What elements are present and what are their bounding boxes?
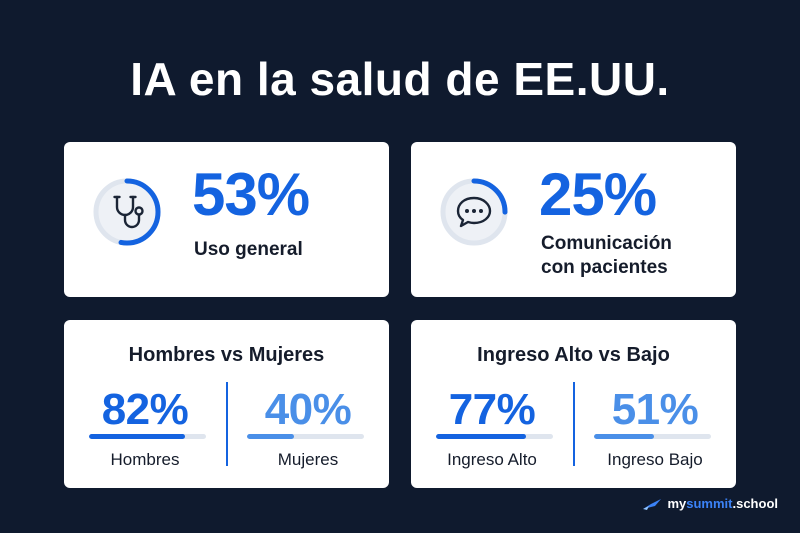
progress-bar	[594, 434, 711, 439]
progress-fill	[247, 434, 294, 439]
stethoscope-icon	[113, 195, 144, 229]
divider	[226, 382, 228, 466]
page-title: IA en la salud de EE.UU.	[130, 53, 670, 105]
comparison-value: 77%	[448, 385, 536, 434]
progress-fill	[89, 434, 185, 439]
progress-bar	[247, 434, 364, 439]
brand-part: my	[667, 496, 687, 511]
comparison-label: Hombres	[110, 450, 180, 469]
comparison-right: 51% Ingreso Bajo	[574, 382, 736, 477]
comparison-title: Ingreso Alto vs Bajo	[477, 344, 670, 366]
comparison-value: 82%	[101, 385, 189, 434]
progress-bar	[89, 434, 206, 439]
progress-fill	[594, 434, 654, 439]
comparison-left: 77% Ingreso Alto	[411, 382, 573, 477]
comparison-label: Mujeres	[277, 450, 339, 469]
stat-card-general-use: 53% Uso general	[64, 142, 389, 297]
comparison-card-gender: Hombres vs Mujeres 82% Hombres 40% Mujer…	[64, 320, 389, 488]
rocket-icon	[643, 498, 662, 510]
stat-label-line: con pacientes	[541, 257, 668, 278]
progress-ring	[93, 178, 161, 246]
comparison-value: 40%	[264, 385, 352, 434]
stat-card-patient-communication: 25% Comunicación con pacientes	[411, 142, 736, 297]
progress-fill	[436, 434, 527, 439]
stat-label-line: Comunicación	[541, 233, 672, 254]
brand-part-highlight: summit	[686, 496, 733, 511]
comparison-label: Ingreso Alto	[447, 450, 537, 469]
comparison-title: Hombres vs Mujeres	[128, 344, 325, 366]
stat-value: 53%	[192, 161, 310, 228]
comparison-left: 82% Hombres	[64, 382, 226, 477]
comparison-card-income: Ingreso Alto vs Bajo 77% Ingreso Alto 51…	[411, 320, 736, 488]
comparison-label: Ingreso Bajo	[607, 450, 703, 469]
progress-bar	[436, 434, 553, 439]
brand-logo: my summit .school	[641, 496, 778, 511]
chat-bubble-icon	[456, 196, 492, 228]
divider	[573, 382, 575, 466]
stat-label: Uso general	[194, 239, 303, 260]
stat-value: 25%	[539, 161, 657, 228]
stat-label: Comunicación con pacientes	[541, 232, 672, 280]
brand-part: .school	[732, 496, 778, 511]
comparison-right: 40% Mujeres	[227, 382, 389, 477]
comparison-value: 51%	[611, 385, 699, 434]
